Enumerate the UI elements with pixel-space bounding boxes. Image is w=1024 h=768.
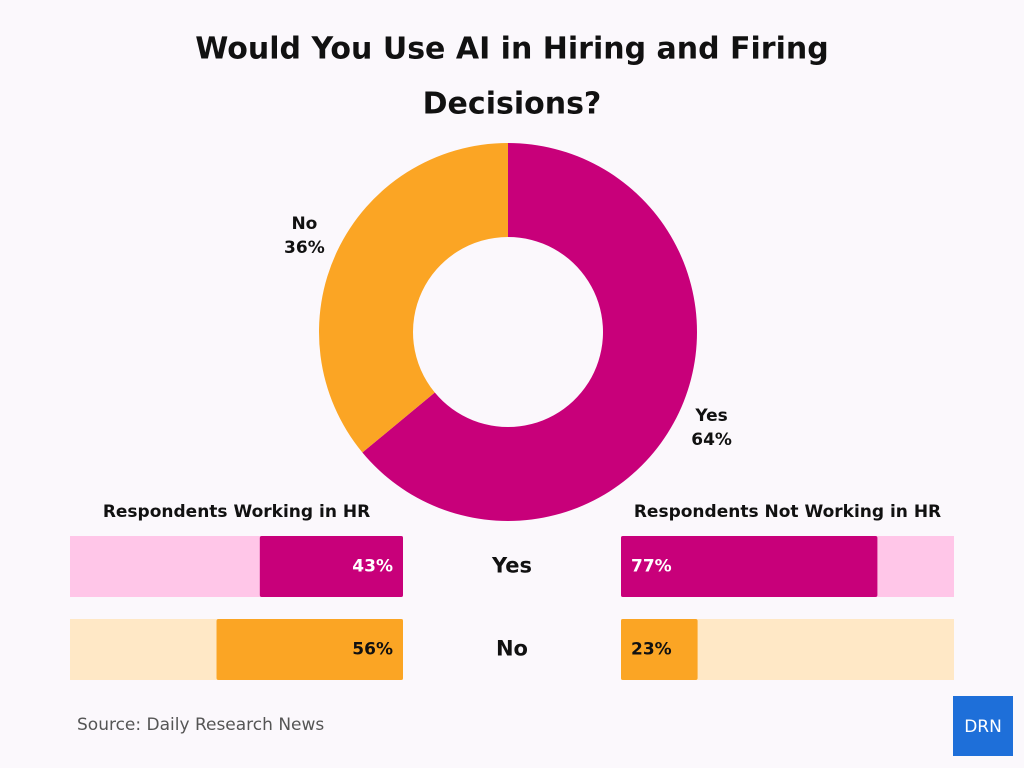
chart-title: Decisions? <box>423 87 602 122</box>
bar-value-label: 56% <box>352 640 393 660</box>
logo: DRN <box>964 717 1002 737</box>
pie-slice <box>318 143 508 453</box>
category-label: No <box>496 637 528 661</box>
bar <box>621 619 698 680</box>
bar-value-label: 77% <box>631 557 672 577</box>
slice-value-label: 36% <box>284 238 325 258</box>
pie-slice <box>362 143 697 521</box>
slice-label: Yes <box>694 406 727 426</box>
bar <box>621 536 878 597</box>
category-label: Yes <box>491 554 532 578</box>
slice-label: No <box>291 214 317 234</box>
bar-value-label: 23% <box>631 640 672 660</box>
bar <box>216 619 403 680</box>
bar-value-label: 43% <box>352 557 393 577</box>
bar <box>259 536 403 597</box>
chart-title: Would You Use AI in Hiring and Firing <box>195 32 828 67</box>
source: Source: Daily Research News <box>77 715 324 735</box>
logo-box <box>953 696 1013 756</box>
series-title: Respondents Not Working in HR <box>634 502 941 522</box>
slice-value-label: 64% <box>691 430 732 450</box>
series-title: Respondents Working in HR <box>103 502 370 522</box>
